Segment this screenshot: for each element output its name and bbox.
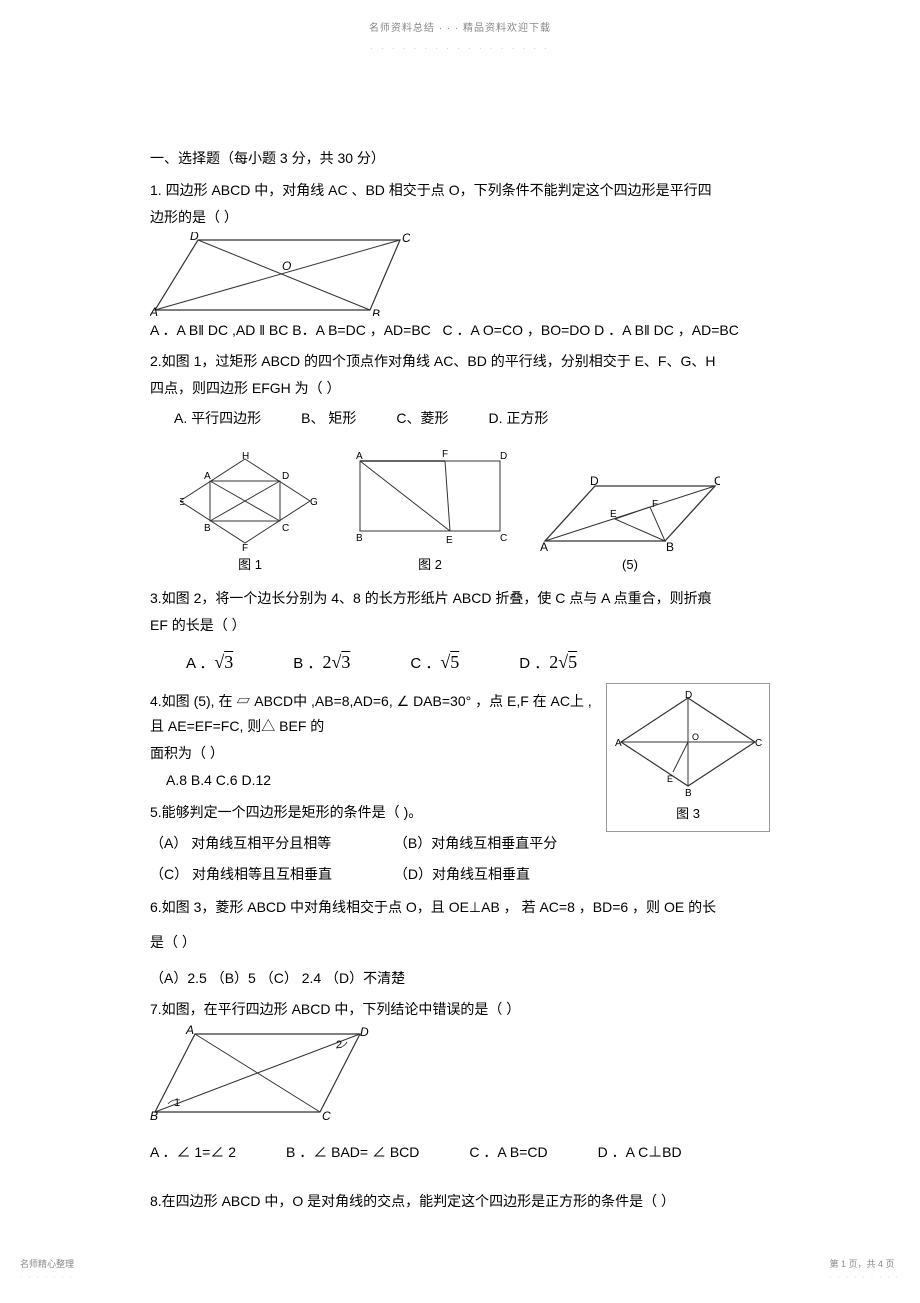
svg-text:C: C: [755, 738, 762, 749]
q3-opt-d: D ．2√5: [519, 646, 577, 678]
figure-2: A D B C F E 图 2: [350, 441, 510, 576]
footer-left-dots: · · · · · · ·: [20, 1272, 74, 1285]
q1-options: A ．A B‖ DC ,AD ‖ BC B．A B=DC ，AD=BC C ．A…: [150, 318, 770, 343]
svg-text:C: C: [714, 474, 720, 488]
q2-opt-c: C、菱形: [396, 406, 448, 431]
footer-left-text: 名师精心整理: [20, 1256, 74, 1272]
q7-opt-c: C ．A B=CD: [469, 1140, 547, 1165]
q2-opt-d: D. 正方形: [488, 406, 548, 431]
svg-text:A: A: [540, 540, 548, 551]
q6-stem-2: 是（ ）: [150, 930, 770, 955]
q2-stem-2: 四点，则四边形 EFGH 为（ ）: [150, 376, 770, 401]
svg-text:D: D: [500, 451, 507, 462]
svg-text:B: B: [150, 1109, 158, 1120]
q7-stem: 7.如图，在平行四边形 ABCD 中，下列结论中错误的是（ ）: [150, 997, 770, 1022]
top-dots: · · · · · · · · · · · · · · · · ·: [150, 42, 770, 56]
q7-figure: A D B C 1 2: [150, 1024, 770, 1120]
q7-opt-d: D ．A C⊥BD: [598, 1140, 682, 1165]
q5-opt-a: （A） 对角线互相平分且相等: [150, 831, 390, 856]
q1-figure: A B C D O: [150, 232, 770, 316]
svg-text:A: A: [356, 451, 363, 462]
q5-opt-c: （C） 对角线相等且互相垂直: [150, 862, 390, 887]
q1-opt-a: A ．A B‖ DC ,AD ‖ BC: [150, 322, 288, 338]
svg-text:E: E: [180, 497, 185, 508]
q2-figures: A D B C H G F E 图 1 A: [180, 441, 770, 576]
svg-text:D: D: [190, 232, 199, 243]
svg-text:B: B: [356, 533, 363, 544]
footer-right-dots: · · · · · · · · ·: [829, 1272, 900, 1285]
q7-opt-b: B ．∠ BAD= ∠ BCD: [286, 1140, 419, 1165]
fig3-caption: 图 3: [613, 802, 763, 825]
q3-opt-a: A ．√3: [186, 646, 233, 678]
svg-text:B: B: [685, 788, 692, 799]
svg-text:D: D: [282, 471, 289, 482]
svg-text:C: C: [402, 232, 410, 245]
q5-opts-row1: （A） 对角线互相平分且相等 （B）对角线互相垂直平分: [150, 831, 770, 856]
figure-3-svg: A C D B O E: [613, 690, 763, 800]
q3-options: A ．√3 B ．2√3 C ．√5 D ．2√5: [186, 646, 770, 678]
q7-options: A ．∠ 1=∠ 2 B ．∠ BAD= ∠ BCD C ．A B=CD D ．…: [150, 1140, 770, 1165]
svg-text:1: 1: [174, 1097, 180, 1109]
svg-text:A: A: [615, 738, 622, 749]
footer-right-text: 第 1 页，共 4 页: [829, 1256, 900, 1272]
svg-text:D: D: [685, 690, 692, 701]
q5-opts-row2: （C） 对角线相等且互相垂直 （D）对角线互相垂直: [150, 862, 770, 887]
svg-text:B: B: [666, 540, 674, 551]
svg-text:O: O: [692, 732, 699, 742]
figure-1: A D B C H G F E 图 1: [180, 451, 320, 576]
svg-text:D: D: [590, 474, 599, 488]
svg-text:F: F: [242, 543, 248, 551]
content: 一、选择题（每小题 3 分，共 30 分） 1. 四边形 ABCD 中，对角线 …: [150, 146, 770, 1214]
q2-options: A. 平行四边形 B、 矩形 C、菱形 D. 正方形: [174, 406, 770, 431]
svg-text:D: D: [360, 1025, 369, 1039]
q2-opt-b: B、 矩形: [301, 406, 356, 431]
svg-text:E: E: [667, 774, 673, 784]
svg-text:B: B: [372, 307, 380, 316]
q1-opt-b: B．A B=DC ，AD=BC: [292, 322, 431, 338]
q3-stem-2: EF 的长是（ ）: [150, 613, 770, 638]
figure-3-box: A C D B O E 图 3: [606, 683, 770, 832]
q1-stem-1: 1. 四边形 ABCD 中，对角线 AC 、BD 相交于点 O，下列条件不能判定…: [150, 178, 770, 203]
svg-text:G: G: [310, 497, 318, 508]
figure-5: A B C D E F (5): [540, 471, 720, 576]
svg-text:A: A: [150, 305, 158, 316]
svg-text:A: A: [185, 1024, 194, 1037]
page: 名师资料总结 · · · 精品资料欢迎下载 · · · · · · · · · …: [0, 0, 920, 1303]
q7-opt-a: A ．∠ 1=∠ 2: [150, 1140, 236, 1165]
svg-text:C: C: [500, 533, 507, 544]
footer-right: 第 1 页，共 4 页 · · · · · · · · ·: [829, 1256, 900, 1285]
q2-opt-a: A. 平行四边形: [174, 406, 261, 431]
svg-text:F: F: [652, 499, 658, 510]
q2-stem-1: 2.如图 1，过矩形 ABCD 的四个顶点作对角线 AC、BD 的平行线，分别相…: [150, 349, 770, 374]
q6-options: （A）2.5 （B）5 （C） 2.4 （D）不清楚: [150, 966, 770, 991]
svg-text:B: B: [204, 523, 211, 534]
q8-stem: 8.在四边形 ABCD 中，O 是对角线的交点，能判定这个四边形是正方形的条件是…: [150, 1189, 770, 1214]
fig5-caption: (5): [540, 553, 720, 576]
svg-text:C: C: [282, 523, 289, 534]
svg-text:E: E: [610, 509, 617, 520]
svg-text:2: 2: [336, 1039, 342, 1051]
top-header: 名师资料总结 · · · 精品资料欢迎下载: [150, 20, 770, 38]
svg-text:E: E: [446, 535, 453, 546]
svg-text:O: O: [282, 259, 291, 273]
q1-opt-d: D ．A B‖ DC ，AD=BC: [594, 322, 739, 338]
q5-opt-d: （D）对角线互相垂直: [394, 866, 530, 882]
q1-stem-2: 边形的是（ ）: [150, 205, 770, 230]
fig2-caption: 图 2: [350, 553, 510, 576]
svg-text:A: A: [204, 471, 211, 482]
q1-opt-c: C ．A O=CO ，BO=DO: [442, 322, 590, 338]
q3-opt-c: C ．√5: [410, 646, 459, 678]
q6-stem-1: 6.如图 3，菱形 ABCD 中对角线相交于点 O，且 OE⊥AB ， 若 AC…: [150, 895, 770, 920]
section-title: 一、选择题（每小题 3 分，共 30 分）: [150, 146, 770, 171]
svg-text:F: F: [442, 449, 448, 460]
footer-left: 名师精心整理 · · · · · · ·: [20, 1256, 74, 1285]
svg-text:H: H: [242, 451, 249, 462]
svg-text:C: C: [322, 1109, 331, 1120]
q5-opt-b: （B）对角线互相垂直平分: [394, 835, 557, 851]
q3-opt-b: B ．2√3: [293, 646, 350, 678]
q3-stem-1: 3.如图 2，将一个边长分别为 4、8 的长方形纸片 ABCD 折叠，使 C 点…: [150, 586, 770, 611]
fig1-caption: 图 1: [180, 553, 320, 576]
